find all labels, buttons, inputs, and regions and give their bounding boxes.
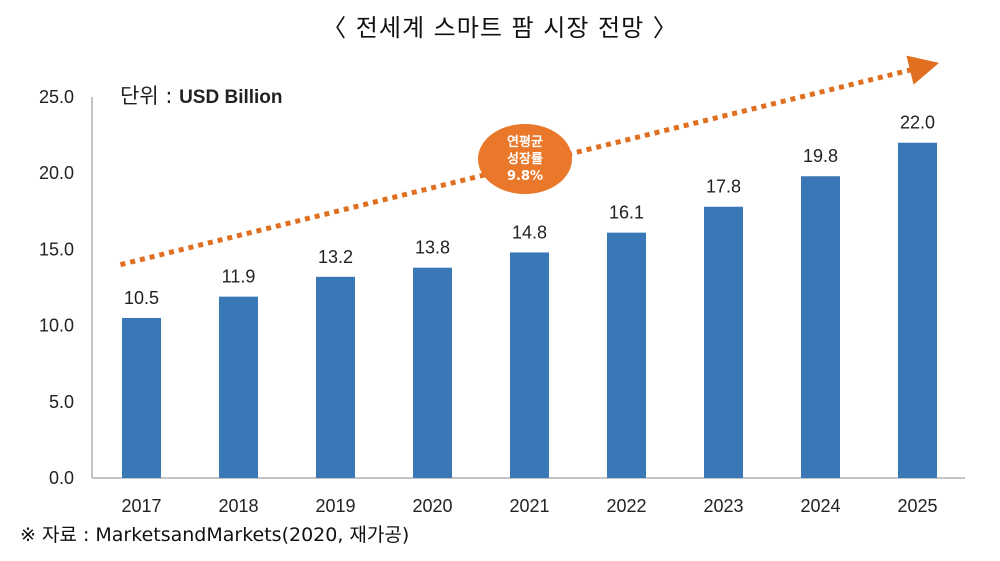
x-tick-label: 2021 xyxy=(509,496,549,516)
data-label: 14.8 xyxy=(512,222,547,242)
data-label: 16.1 xyxy=(609,203,644,223)
data-label: 22.0 xyxy=(900,113,935,133)
y-tick-label: 20.0 xyxy=(39,163,74,183)
bar xyxy=(316,276,355,478)
data-label: 13.2 xyxy=(318,247,353,267)
bar xyxy=(801,176,840,479)
x-tick-label: 2024 xyxy=(800,496,840,516)
y-tick-label: 25.0 xyxy=(39,87,74,107)
data-label: 11.9 xyxy=(222,267,256,287)
unit-label: 단위 : USD Billion xyxy=(120,80,283,110)
bar xyxy=(122,317,161,478)
data-label: 10.5 xyxy=(124,288,159,308)
cagr-badge-value: 9.8% xyxy=(506,168,544,184)
y-tick-label: 10.0 xyxy=(39,316,74,336)
unit-value: USD Billion xyxy=(179,87,283,108)
data-label: 17.8 xyxy=(706,177,741,197)
bar xyxy=(413,267,452,478)
chart-title: 〈 전세계 스마트 팜 시장 전망 〉 xyxy=(322,14,678,42)
bar xyxy=(607,232,646,478)
x-tick-label: 2020 xyxy=(412,496,452,516)
bar xyxy=(898,142,937,478)
y-tick-label: 5.0 xyxy=(49,392,74,412)
y-tick-label: 15.0 xyxy=(39,239,74,259)
cagr-badge-line1: 연평균 xyxy=(507,134,543,150)
data-label: 13.8 xyxy=(415,238,450,258)
x-tick-label: 2018 xyxy=(218,496,258,516)
y-tick-label: 0.0 xyxy=(49,468,74,488)
unit-prefix: 단위 : xyxy=(120,84,180,108)
bar xyxy=(219,296,258,478)
x-tick-label: 2019 xyxy=(315,496,355,516)
data-label: 19.8 xyxy=(803,146,838,166)
x-tick-label: 2017 xyxy=(121,496,161,516)
cagr-badge-line2: 성장률 xyxy=(507,151,543,167)
source-note: ※ 자료 : MarketsandMarkets(2020, 재가공) xyxy=(20,524,410,546)
x-tick-label: 2023 xyxy=(703,496,743,516)
x-tick-label: 2025 xyxy=(897,496,937,516)
cagr-badge: 연평균 성장률 9.8% xyxy=(478,124,572,194)
x-tick-label: 2022 xyxy=(606,496,646,516)
bar xyxy=(704,206,743,478)
bar xyxy=(510,252,549,478)
